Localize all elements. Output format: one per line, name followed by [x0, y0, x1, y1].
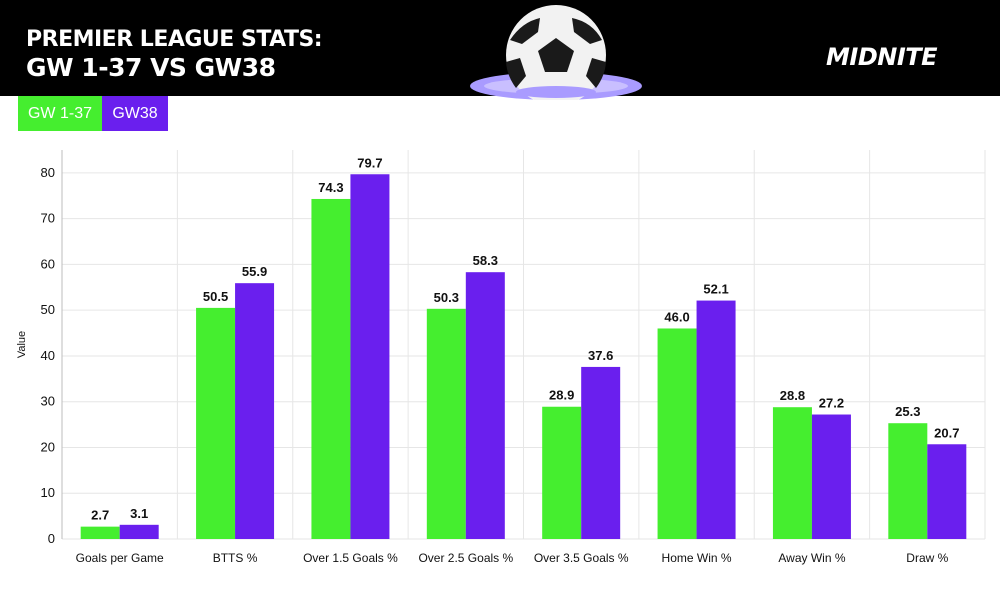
y-tick-label: 50	[41, 302, 55, 317]
x-tick-label: Draw %	[906, 551, 948, 565]
bar-gw38	[811, 414, 851, 539]
x-tick-label: BTTS %	[213, 551, 258, 565]
page-title: PREMIER LEAGUE STATS: GW 1-37 VS GW38	[26, 27, 323, 83]
bar-gw1-37	[426, 308, 466, 539]
bar-gw1-37	[888, 423, 928, 539]
data-label: 46.0	[664, 309, 689, 324]
y-tick-label: 40	[41, 348, 55, 363]
y-tick-label: 70	[41, 211, 55, 226]
data-label: 58.3	[473, 253, 498, 268]
bar-gw38	[119, 524, 159, 539]
bar-gw38	[235, 283, 275, 539]
data-label: 79.7	[357, 155, 382, 170]
y-tick-label: 20	[41, 439, 55, 454]
data-label: 55.9	[242, 264, 267, 279]
data-label: 25.3	[895, 404, 920, 419]
bar-gw38	[927, 444, 967, 539]
bar-gw38	[581, 366, 621, 539]
bar-gw1-37	[772, 407, 812, 539]
title-line-2: GW 1-37 VS GW38	[26, 53, 276, 82]
data-label: 20.7	[934, 425, 959, 440]
data-label: 74.3	[318, 180, 343, 195]
data-label: 50.5	[203, 289, 228, 304]
x-tick-label: Away Win %	[778, 551, 845, 565]
bar-gw1-37	[657, 328, 697, 539]
bar-gw1-37	[542, 406, 582, 539]
bar-gw1-37	[196, 307, 236, 539]
data-label: 27.2	[819, 396, 844, 411]
brand-logo: MIDNITE	[826, 43, 938, 71]
x-tick-label: Home Win %	[662, 551, 732, 565]
data-label: 28.9	[549, 388, 574, 403]
y-tick-label: 10	[41, 485, 55, 500]
y-tick-label: 30	[41, 394, 55, 409]
legend-gw1-37: GW 1-37	[18, 96, 102, 131]
bar-gw1-37	[311, 198, 351, 539]
data-label: 28.8	[780, 388, 805, 403]
x-tick-label: Over 2.5 Goals %	[418, 551, 513, 565]
x-tick-label: Over 3.5 Goals %	[534, 551, 629, 565]
data-label: 50.3	[434, 290, 459, 305]
bar-gw1-37	[80, 526, 120, 539]
legend-gw38: GW38	[102, 96, 168, 131]
y-axis-label: Value	[16, 331, 28, 358]
x-tick-label: Over 1.5 Goals %	[303, 551, 398, 565]
bar-gw38	[465, 272, 505, 539]
data-label: 37.6	[588, 348, 613, 363]
y-tick-label: 60	[41, 256, 55, 271]
y-tick-label: 80	[41, 165, 55, 180]
bar-gw38	[696, 300, 736, 539]
data-label: 52.1	[703, 282, 728, 297]
football-planet-icon	[470, 5, 642, 100]
x-tick-label: Goals per Game	[76, 551, 164, 565]
data-label: 2.7	[91, 508, 109, 523]
y-tick-label: 0	[48, 531, 55, 546]
title-line-1: PREMIER LEAGUE STATS:	[26, 27, 323, 52]
bar-gw38	[350, 174, 390, 539]
data-label: 3.1	[130, 506, 148, 521]
